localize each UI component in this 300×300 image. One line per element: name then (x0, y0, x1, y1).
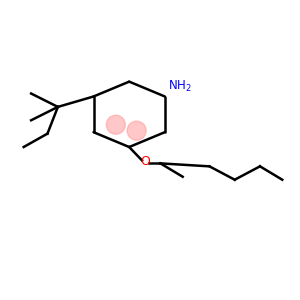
Circle shape (127, 121, 146, 140)
Circle shape (106, 115, 125, 134)
Text: O: O (141, 155, 151, 168)
Text: NH$_2$: NH$_2$ (168, 78, 192, 94)
